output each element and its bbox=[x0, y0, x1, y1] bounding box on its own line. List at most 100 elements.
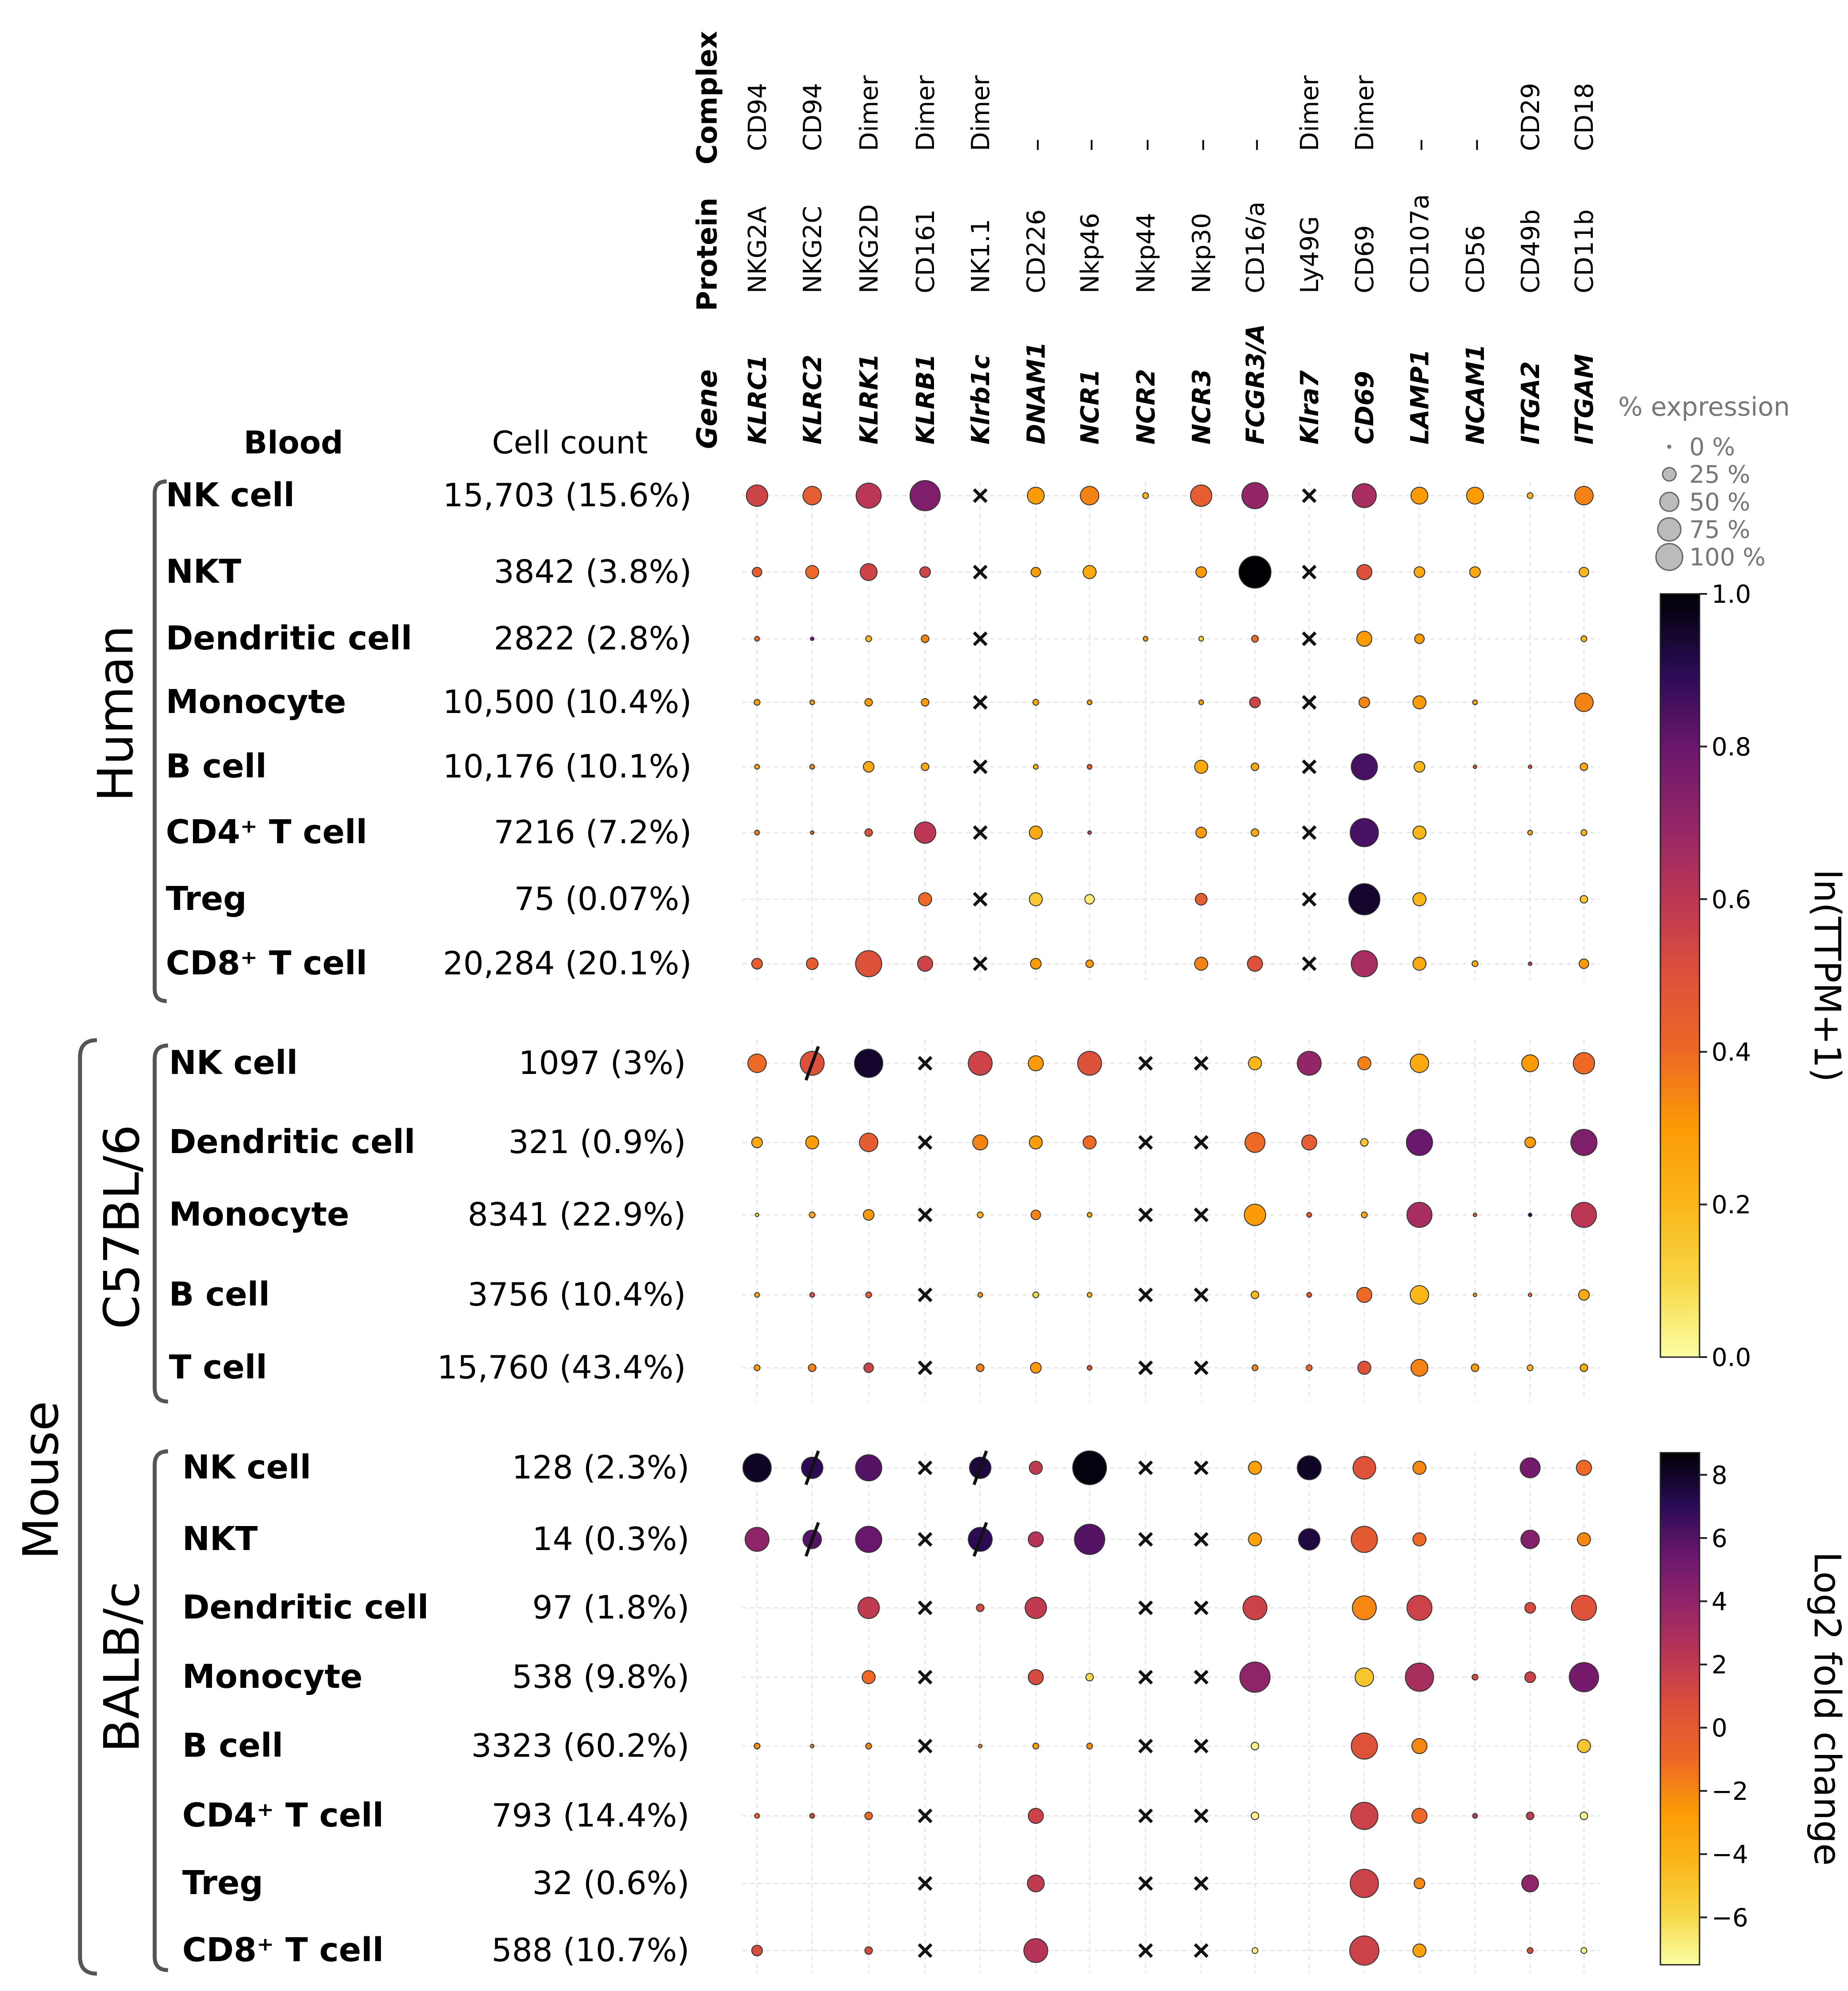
dot bbox=[1572, 1052, 1595, 1075]
size-legend-dot bbox=[1655, 543, 1684, 571]
dot bbox=[1251, 1742, 1259, 1751]
dot bbox=[1579, 1363, 1588, 1372]
dot bbox=[860, 563, 878, 581]
dot bbox=[921, 634, 930, 643]
not-applicable-mark bbox=[918, 1056, 933, 1071]
dot bbox=[968, 1051, 993, 1076]
dot bbox=[810, 830, 814, 835]
dot bbox=[809, 764, 815, 770]
row-label: Monocyte bbox=[182, 1658, 363, 1696]
row-count: 15,703 (15.6%) bbox=[443, 477, 692, 514]
dot bbox=[1077, 1051, 1102, 1076]
protein-label-8: Nkp30 bbox=[1187, 213, 1216, 293]
dot bbox=[855, 1526, 882, 1553]
row-count: 7216 (7.2%) bbox=[494, 813, 692, 851]
row-count: 3756 (10.4%) bbox=[468, 1276, 686, 1313]
group-c57: C57BL/6 bbox=[93, 1125, 150, 1330]
not-applicable-mark bbox=[973, 565, 988, 580]
dot bbox=[914, 821, 937, 844]
dot bbox=[1406, 1594, 1433, 1621]
dot bbox=[1579, 958, 1589, 969]
protein-label-1: NKG2C bbox=[798, 206, 827, 293]
dot bbox=[1569, 1662, 1599, 1692]
dot bbox=[977, 1211, 984, 1218]
dot bbox=[921, 698, 930, 707]
size-legend-label: 75 % bbox=[1689, 516, 1750, 544]
dot bbox=[1247, 956, 1263, 972]
dot bbox=[1249, 696, 1261, 709]
dot bbox=[754, 1292, 760, 1298]
not-applicable-mark bbox=[918, 1287, 933, 1302]
dot bbox=[976, 1603, 985, 1612]
not-applicable-mark bbox=[918, 1670, 933, 1685]
row-count: 128 (2.3%) bbox=[512, 1449, 689, 1486]
dot bbox=[1244, 1132, 1266, 1153]
not-applicable-mark bbox=[1138, 1739, 1153, 1754]
dot bbox=[1350, 1869, 1379, 1898]
complex-label-7: – bbox=[1132, 139, 1161, 151]
dot bbox=[1086, 699, 1093, 705]
group-balb: BALB/c bbox=[93, 1582, 150, 1753]
dot bbox=[754, 699, 761, 706]
row-label: Dendritic cell bbox=[166, 619, 412, 657]
protein-label-12: CD107a bbox=[1406, 194, 1435, 293]
dot bbox=[809, 1813, 815, 1819]
dot bbox=[1406, 1202, 1433, 1228]
dot bbox=[1306, 1212, 1312, 1218]
colorbar-ln-ttpm-tick-label: 0.2 bbox=[1712, 1191, 1751, 1220]
dot bbox=[754, 1364, 761, 1371]
row-label: Dendritic cell bbox=[169, 1123, 415, 1161]
dot bbox=[1571, 1594, 1597, 1621]
not-applicable-mark bbox=[973, 956, 988, 971]
protein-label-13: CD56 bbox=[1461, 225, 1490, 293]
complex-label-4: Dimer bbox=[966, 75, 995, 151]
not-applicable-mark bbox=[1138, 1876, 1153, 1891]
dot bbox=[1349, 1935, 1379, 1966]
row-label: CD8⁺ T cell bbox=[166, 944, 367, 982]
row-label: NK cell bbox=[169, 1044, 298, 1082]
dot bbox=[1579, 567, 1589, 577]
dot bbox=[754, 829, 760, 836]
not-applicable-mark bbox=[918, 1532, 933, 1547]
dot bbox=[1030, 957, 1042, 970]
dot bbox=[1023, 1938, 1048, 1963]
dot bbox=[1580, 829, 1587, 836]
slash-mark bbox=[804, 1046, 820, 1081]
dot bbox=[751, 957, 763, 970]
dot bbox=[1412, 695, 1427, 709]
dot bbox=[1248, 1461, 1262, 1475]
dot bbox=[1580, 1947, 1587, 1954]
not-applicable-mark bbox=[1302, 956, 1317, 971]
dot bbox=[1350, 1802, 1379, 1830]
dot bbox=[1085, 1673, 1094, 1682]
dot bbox=[751, 1136, 763, 1149]
dot bbox=[1412, 1461, 1427, 1475]
not-applicable-mark bbox=[1138, 1287, 1153, 1302]
dot bbox=[754, 764, 760, 770]
dot bbox=[977, 1292, 983, 1298]
row-count: 588 (10.7%) bbox=[492, 1931, 689, 1969]
dot bbox=[1411, 1359, 1428, 1377]
dot bbox=[1251, 1947, 1259, 1954]
dot bbox=[1352, 483, 1377, 508]
row-count: 2822 (2.8%) bbox=[494, 620, 692, 657]
complex-label-1: CD94 bbox=[798, 83, 827, 151]
dot bbox=[1348, 883, 1381, 916]
not-applicable-mark bbox=[1138, 1808, 1153, 1823]
not-applicable-mark bbox=[1302, 892, 1317, 907]
complex-label-3: Dimer bbox=[911, 75, 940, 151]
dot bbox=[1241, 482, 1269, 509]
dot bbox=[864, 698, 873, 707]
dot bbox=[1086, 1365, 1093, 1371]
dot bbox=[1361, 1211, 1368, 1218]
not-applicable-mark bbox=[1194, 1460, 1209, 1475]
dot bbox=[1524, 1602, 1536, 1614]
size-legend-label: 25 % bbox=[1689, 461, 1750, 489]
dot bbox=[1085, 959, 1094, 968]
dot bbox=[1298, 1528, 1321, 1551]
not-applicable-mark bbox=[1194, 1360, 1209, 1375]
group-human: Human bbox=[87, 625, 144, 802]
dot bbox=[855, 950, 882, 977]
dot bbox=[1028, 1055, 1044, 1071]
dot bbox=[1580, 635, 1587, 642]
